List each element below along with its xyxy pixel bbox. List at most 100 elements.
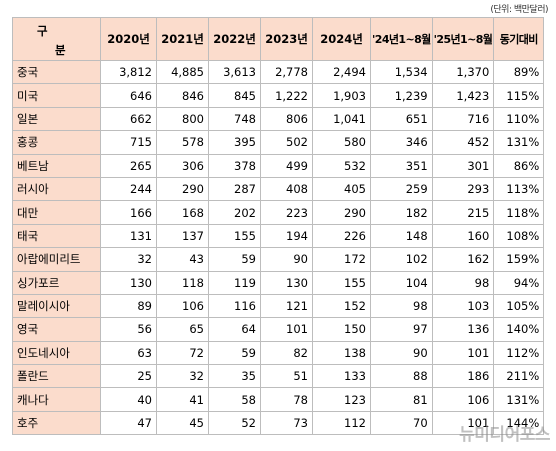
value-cell: 168	[156, 200, 209, 225]
value-cell: 226	[312, 223, 371, 249]
country-cell: 폴란드	[12, 364, 101, 389]
value-cell: 716	[431, 106, 495, 132]
value-cell: 499	[260, 153, 313, 178]
country-cell: 캐나다	[12, 387, 101, 412]
value-cell: 108%	[493, 223, 545, 249]
value-cell: 155	[208, 223, 261, 249]
col-header: 2023년	[260, 17, 313, 61]
col-header: '24년1~8월	[370, 17, 433, 61]
value-cell: 502	[260, 130, 313, 155]
value-cell: 130	[260, 270, 313, 295]
value-cell: 123	[312, 387, 371, 412]
value-cell: 32	[156, 364, 209, 389]
table-row: 폴란드 25 32 35 51 133 88 186 211%	[12, 364, 545, 389]
watermark-logo: 뉴미디어포스	[459, 425, 550, 445]
export-table: 구 분 2020년 2021년 2022년 2023년 2024년 '24년1~…	[12, 17, 545, 436]
value-cell: 65	[156, 317, 209, 342]
corner-bottom: 분	[55, 43, 66, 57]
col-header: '25년1~8월	[431, 17, 495, 61]
value-cell: 346	[370, 130, 433, 155]
value-cell: 166	[100, 200, 157, 225]
value-cell: 845	[208, 83, 261, 108]
value-cell: 88	[370, 364, 433, 389]
value-cell: 64	[208, 317, 261, 342]
value-cell: 72	[156, 340, 209, 366]
country-cell: 호주	[12, 410, 101, 436]
value-cell: 150	[312, 317, 371, 342]
value-cell: 306	[156, 153, 209, 178]
value-cell: 2,778	[260, 59, 313, 85]
value-cell: 4,885	[156, 59, 209, 85]
country-cell: 베트남	[12, 153, 101, 178]
country-cell: 아랍에미리트	[12, 247, 101, 272]
value-cell: 194	[260, 223, 313, 249]
country-cell: 인도네시아	[12, 340, 101, 366]
value-cell: 160	[431, 223, 495, 249]
col-header: 2020년	[100, 17, 157, 61]
table-row: 일본 662 800 748 806 1,041 651 716 110%	[12, 106, 545, 132]
value-cell: 806	[260, 106, 313, 132]
country-cell: 미국	[12, 83, 101, 108]
value-cell: 70	[370, 410, 433, 436]
value-cell: 144%	[493, 410, 545, 436]
value-cell: 89	[100, 293, 157, 319]
value-cell: 2,494	[312, 59, 371, 85]
value-cell: 211%	[493, 364, 545, 389]
value-cell: 47	[100, 410, 157, 436]
value-cell: 159%	[493, 247, 545, 272]
value-cell: 578	[156, 130, 209, 155]
value-cell: 133	[312, 364, 371, 389]
value-cell: 40	[100, 387, 157, 412]
value-cell: 116	[208, 293, 261, 319]
value-cell: 51	[260, 364, 313, 389]
value-cell: 113%	[493, 176, 545, 202]
value-cell: 186	[431, 364, 495, 389]
value-cell: 106	[156, 293, 209, 319]
value-cell: 118%	[493, 200, 545, 225]
value-cell: 110%	[493, 106, 545, 132]
table-row: 인도네시아 63 72 59 82 138 90 101 112%	[12, 340, 545, 366]
value-cell: 215	[431, 200, 495, 225]
value-cell: 1,222	[260, 83, 313, 108]
col-header: 2024년	[312, 17, 371, 61]
col-header: 동기대비	[493, 17, 545, 61]
value-cell: 119	[208, 270, 261, 295]
country-cell: 태국	[12, 223, 101, 249]
value-cell: 59	[208, 247, 261, 272]
value-cell: 58	[208, 387, 261, 412]
value-cell: 86%	[493, 153, 545, 178]
unit-note: (단위: 백만달러)	[490, 5, 548, 15]
value-cell: 532	[312, 153, 371, 178]
value-cell: 82	[260, 340, 313, 366]
value-cell: 1,370	[431, 59, 495, 85]
table-row: 호주 47 45 52 73 112 70 101 144%	[12, 410, 545, 436]
value-cell: 395	[208, 130, 261, 155]
value-cell: 106	[431, 387, 495, 412]
country-cell: 일본	[12, 106, 101, 132]
value-cell: 105%	[493, 293, 545, 319]
value-cell: 131	[100, 223, 157, 249]
country-cell: 말레이시아	[12, 293, 101, 319]
table-row: 영국 56 65 64 101 150 97 136 140%	[12, 317, 545, 342]
value-cell: 101	[260, 317, 313, 342]
value-cell: 131%	[493, 387, 545, 412]
value-cell: 1,423	[431, 83, 495, 108]
value-cell: 265	[100, 153, 157, 178]
value-cell: 89%	[493, 59, 545, 85]
value-cell: 130	[100, 270, 157, 295]
value-cell: 97	[370, 317, 433, 342]
value-cell: 103	[431, 293, 495, 319]
value-cell: 136	[431, 317, 495, 342]
value-cell: 244	[100, 176, 157, 202]
value-cell: 112%	[493, 340, 545, 366]
value-cell: 102	[370, 247, 433, 272]
value-cell: 45	[156, 410, 209, 436]
country-cell: 러시아	[12, 176, 101, 202]
value-cell: 118	[156, 270, 209, 295]
value-cell: 90	[260, 247, 313, 272]
country-cell: 중국	[12, 59, 101, 85]
value-cell: 3,812	[100, 59, 157, 85]
table-row: 캐나다 40 41 58 78 123 81 106 131%	[12, 387, 545, 412]
value-cell: 56	[100, 317, 157, 342]
value-cell: 846	[156, 83, 209, 108]
